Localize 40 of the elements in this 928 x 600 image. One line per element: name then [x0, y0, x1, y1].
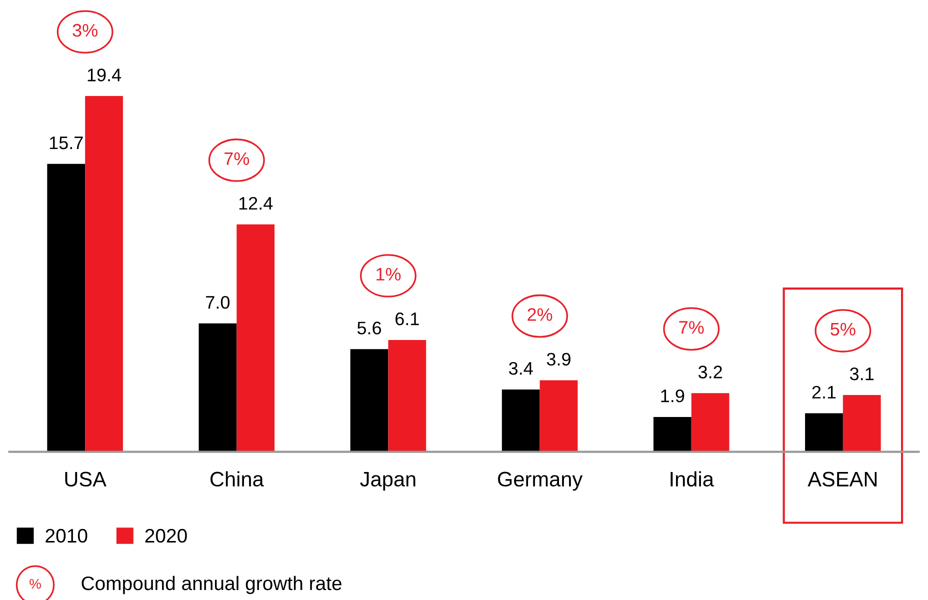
bar: [236, 224, 275, 452]
bar: [198, 323, 237, 452]
bar: [540, 380, 578, 452]
text: %: [30, 578, 41, 589]
bar: [350, 349, 388, 452]
data-label: 1.9: [661, 389, 684, 402]
data-label: 5.6: [357, 322, 382, 334]
bar: [691, 393, 730, 452]
bar: [388, 340, 426, 452]
x-tick-label: India: [670, 471, 714, 487]
data-label: 15.7: [50, 136, 83, 150]
data-label: 3.2: [698, 366, 722, 378]
bar: [842, 394, 881, 452]
legend-label: 2020: [145, 528, 187, 543]
data-label: 19.4: [88, 68, 122, 82]
annotation: 1%: [376, 268, 401, 281]
data-label: 3.1: [850, 367, 874, 380]
data-label: 3.4: [508, 362, 533, 375]
data-label: 2.1: [812, 386, 836, 398]
bar: [47, 164, 86, 452]
x-tick-label: USA: [65, 472, 106, 487]
annotation: 5%: [830, 322, 856, 336]
text: Compound annual growth rate: [82, 576, 342, 594]
annotation: 7%: [679, 321, 704, 334]
x-tick-label: Germany: [498, 472, 583, 491]
x-tick-label: ASEAN: [808, 472, 877, 487]
bar: [805, 413, 843, 452]
data-label: 7.0: [206, 296, 230, 309]
data-label: 6.1: [396, 312, 419, 326]
bar: [85, 96, 123, 452]
annotation: 7%: [224, 152, 250, 166]
annotation: 2%: [528, 308, 552, 321]
legend-label: 2010: [46, 528, 88, 543]
bar: [502, 389, 540, 452]
bar: [653, 416, 692, 452]
data-label: 3.9: [546, 352, 570, 366]
x-tick-label: Japan: [360, 472, 416, 491]
text: 3%: [72, 24, 98, 37]
x-tick-label: China: [210, 471, 264, 487]
data-label: 12.4: [239, 196, 273, 210]
